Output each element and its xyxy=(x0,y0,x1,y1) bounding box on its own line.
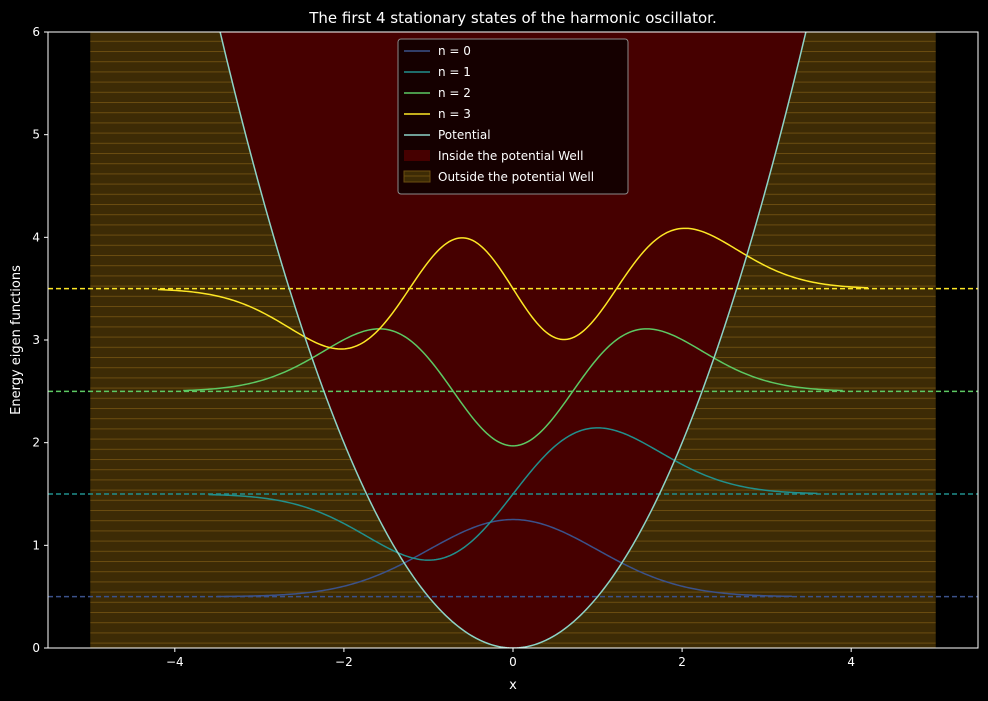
y-axis-label: Energy eigen functions xyxy=(9,265,24,415)
chart-title: The first 4 stationary states of the har… xyxy=(308,9,717,27)
wavefunction-line-n1 xyxy=(208,427,818,561)
legend-label: Potential xyxy=(438,128,491,142)
x-tick-label: 4 xyxy=(847,655,855,669)
legend-box xyxy=(397,38,629,195)
wavefunction-line-n2 xyxy=(183,328,843,447)
y-tick-label: 2 xyxy=(32,436,40,450)
legend-label: n = 3 xyxy=(438,107,471,121)
y-tick-label: 5 xyxy=(32,128,40,142)
x-tick-label: 0 xyxy=(509,655,517,669)
y-tick-label: 6 xyxy=(32,25,40,39)
legend: n = 0 n = 1 n = 2 n = 3 Potential Inside the … xyxy=(397,38,629,195)
y-tick-label: 3 xyxy=(32,333,40,347)
legend-label: n = 1 xyxy=(438,65,471,79)
x-tick-label: −2 xyxy=(335,655,353,669)
x-tick-label: −4 xyxy=(166,655,184,669)
y-tick-label: 0 xyxy=(32,641,40,655)
legend-label: n = 0 xyxy=(438,44,471,58)
legend-patch-swatch xyxy=(404,150,430,161)
x-tick-label: 2 xyxy=(678,655,686,669)
legend-label: n = 2 xyxy=(438,86,471,100)
legend-label: Inside the potential Well xyxy=(438,149,583,163)
axes: −4 −2 0 2 4 0 1 2 3 4 5 6 xyxy=(32,25,979,669)
legend-label: Outside the potential Well xyxy=(438,170,594,184)
wavefunction-line-n3 xyxy=(157,227,869,350)
wavefunction-line-n0 xyxy=(217,518,793,598)
y-tick-label: 4 xyxy=(32,230,40,244)
potential-line xyxy=(219,32,807,648)
y-tick-label: 1 xyxy=(32,538,40,552)
x-axis-label: x xyxy=(509,678,517,693)
